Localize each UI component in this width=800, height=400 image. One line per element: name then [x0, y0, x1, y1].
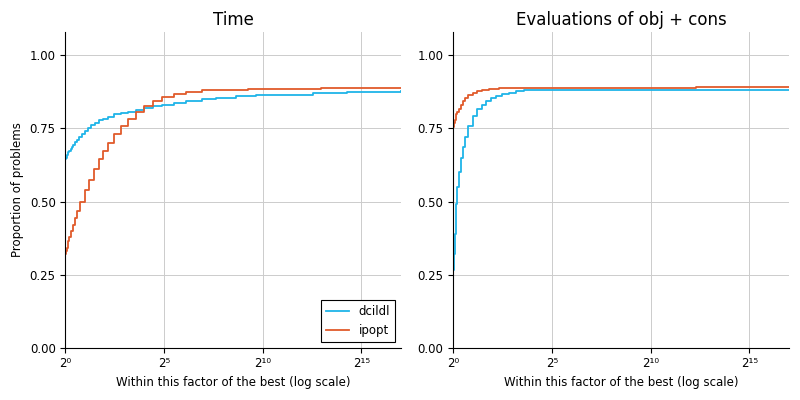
ipopt [317, 86, 326, 91]
dcildl [80, 128, 90, 133]
dcildl [149, 104, 158, 109]
dcildl [182, 99, 191, 104]
dcildl [67, 144, 77, 149]
dcildl [98, 116, 108, 121]
dcildl [131, 107, 141, 112]
ipopt [65, 234, 74, 239]
dcildl [62, 152, 71, 157]
ipopt [98, 149, 108, 154]
ipopt [158, 94, 167, 99]
ipopt [139, 103, 149, 108]
dcildl [90, 120, 99, 125]
dcildl [72, 137, 82, 142]
ipopt [103, 141, 113, 146]
X-axis label: Within this factor of the best (log scale): Within this factor of the best (log scal… [116, 376, 350, 389]
dcildl [116, 110, 126, 115]
ipopt [277, 86, 286, 91]
dcildl [103, 114, 113, 119]
ipopt [94, 157, 103, 162]
ipopt [123, 116, 133, 121]
dcildl [78, 131, 87, 136]
dcildl [61, 157, 70, 162]
Line: dcildl: dcildl [66, 91, 401, 159]
dcildl [109, 112, 118, 117]
ipopt [131, 109, 141, 114]
X-axis label: Within this factor of the best (log scale): Within this factor of the best (log scal… [504, 376, 738, 389]
dcildl [61, 155, 70, 160]
dcildl [231, 94, 241, 99]
dcildl [158, 102, 167, 107]
dcildl [211, 95, 221, 100]
dcildl [74, 135, 83, 140]
ipopt [396, 85, 406, 90]
ipopt [61, 252, 70, 256]
ipopt [84, 178, 94, 183]
ipopt [63, 238, 73, 243]
ipopt [197, 88, 206, 93]
ipopt [169, 92, 178, 96]
dcildl [139, 106, 149, 110]
ipopt [66, 229, 75, 234]
dcildl [123, 109, 133, 114]
dcildl [83, 126, 93, 130]
ipopt [68, 222, 78, 227]
dcildl [308, 91, 318, 96]
ipopt [89, 166, 98, 171]
ipopt [62, 242, 72, 246]
ipopt [80, 188, 90, 193]
dcildl [277, 92, 286, 97]
dcildl [86, 122, 96, 127]
Y-axis label: Proportion of problems: Proportion of problems [11, 122, 24, 257]
dcildl [63, 150, 73, 155]
dcildl [197, 97, 206, 102]
ipopt [62, 245, 71, 250]
ipopt [76, 199, 86, 204]
Line: ipopt: ipopt [66, 88, 401, 254]
ipopt [61, 249, 70, 254]
dcildl [70, 139, 80, 144]
dcildl [66, 146, 75, 151]
dcildl [65, 149, 74, 154]
dcildl [396, 89, 406, 94]
ipopt [72, 208, 82, 213]
ipopt [116, 123, 126, 128]
ipopt [242, 87, 252, 92]
ipopt [149, 98, 158, 103]
dcildl [342, 90, 352, 95]
ipopt [70, 215, 80, 220]
ipopt [218, 87, 227, 92]
dcildl [169, 100, 178, 105]
dcildl [62, 151, 72, 156]
ipopt [109, 132, 118, 137]
ipopt [182, 89, 191, 94]
dcildl [94, 118, 103, 123]
Legend: dcildl, ipopt: dcildl, ipopt [321, 300, 395, 342]
dcildl [251, 93, 261, 98]
Title: Time: Time [213, 11, 254, 29]
Title: Evaluations of obj + cons: Evaluations of obj + cons [516, 11, 726, 29]
dcildl [68, 142, 78, 147]
